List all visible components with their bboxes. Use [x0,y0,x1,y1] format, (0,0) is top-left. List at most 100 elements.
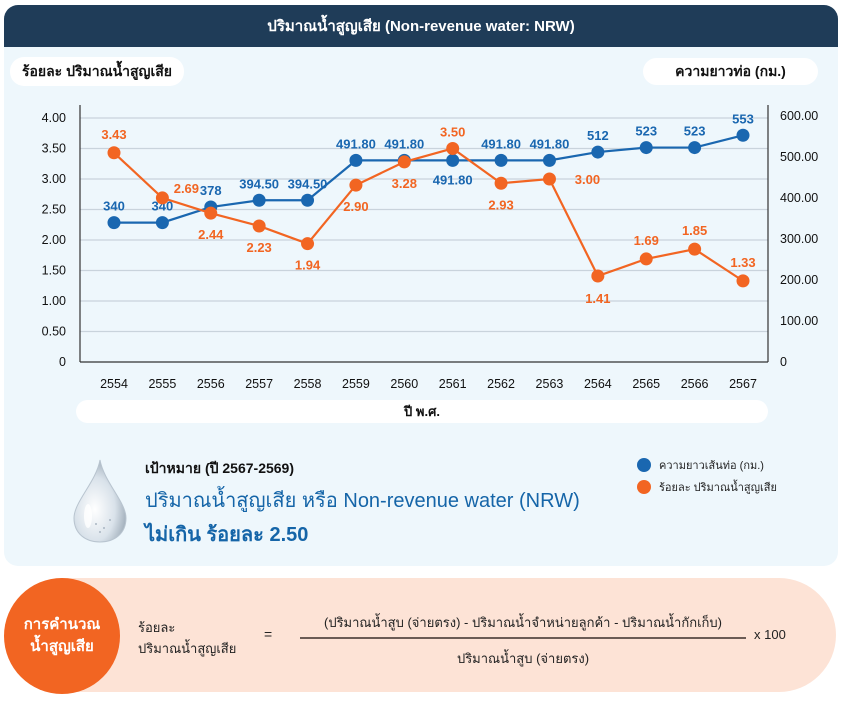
data-point [155,191,169,205]
data-label: 523 [635,124,657,139]
left-axis-title-text: ร้อยละ ปริมาณน้ำสูญเสีย [21,62,173,79]
x-axis-tick-label: 2565 [632,377,660,391]
legend-label: ร้อยละ ปริมาณน้ำสูญเสีย [659,482,777,494]
data-label: 2.44 [198,227,224,242]
data-label: 3.50 [440,125,465,140]
target-block: เป้าหมาย (ปี 2567-2569) ปริมาณน้ำสูญเสีย… [145,458,580,550]
data-label: 3.28 [392,176,417,191]
left-axis-tick-label: 3.50 [42,142,66,156]
data-point [397,155,411,169]
left-axis-tick-label: 0 [59,355,66,369]
right-axis-tick-label: 0 [780,355,787,369]
x-axis-tick-label: 2555 [148,377,176,391]
formula-badge: การคำนวณ น้ำสูญเสีย [4,578,120,694]
data-label: 2.93 [488,197,513,212]
left-axis-tick-label: 2.00 [42,233,66,247]
x-axis-tick-label: 2559 [342,377,370,391]
x-axis-tick-label: 2560 [390,377,418,391]
data-label: 3.00 [575,172,600,187]
data-label: 2.90 [343,199,368,214]
data-label: 491.80 [481,136,521,151]
target-heading: เป้าหมาย (ปี 2567-2569) [145,460,294,476]
left-axis-tick-label: 4.00 [42,111,66,125]
data-point [446,153,460,167]
x-axis-tick-label: 2567 [729,377,757,391]
data-point [252,193,266,207]
right-axis-tick-label: 300.00 [780,232,818,246]
right-axis-title: ความยาวท่อ (กม.) [643,58,818,85]
data-point [736,128,750,142]
data-point [349,178,363,192]
data-label: 523 [684,124,706,139]
data-label: 491.80 [336,136,376,151]
x-axis-tick-label: 2563 [536,377,564,391]
data-label: 340 [152,199,174,214]
data-label: 1.33 [730,255,755,270]
formula-equals: = [264,626,273,642]
right-axis-tick-label: 100.00 [780,314,818,328]
formula-numerator: (ปริมาณน้ำสูบ (จ่ายตรง) - ปริมาณน้ำจำหน่… [323,615,722,630]
data-label: 491.80 [384,136,424,151]
data-label: 491.80 [530,136,570,151]
left-axis-tick-label: 0.50 [42,325,66,339]
x-axis-tick-label: 2558 [294,377,322,391]
left-axis-title: ร้อยละ ปริมาณน้ำสูญเสีย [10,57,184,86]
right-axis-tick-label: 200.00 [780,273,818,287]
right-axis-title-text: ความยาวท่อ (กม.) [675,62,786,79]
x-axis-tick-label: 2556 [197,377,225,391]
data-point [107,216,121,230]
data-label: 378 [200,183,222,198]
right-axis-tick-label: 500.00 [780,150,818,164]
left-axis-tick-label: 2.50 [42,203,66,217]
x-axis-title: ปี พ.ศ. [76,400,768,423]
x-axis-tick-label: 2564 [584,377,612,391]
data-point [349,153,363,167]
formula-denominator: ปริมาณน้ำสูบ (จ่ายตรง) [456,651,590,666]
legend-dot-orange-icon [637,480,651,494]
left-axis-tick-label: 1.50 [42,264,66,278]
x-axis-tick-label: 2561 [439,377,467,391]
data-point [591,269,605,283]
legend-item-pipe-length: ความยาวเส้นท่อ (กม.) [637,454,777,476]
water-drop-icon [73,459,127,543]
left-axis-tick-label: 1.00 [42,294,66,308]
x-axis-tick-label: 2557 [245,377,273,391]
data-label: 340 [103,199,125,214]
data-point [688,242,702,256]
x-axis-title-text: ปี พ.ศ. [404,404,440,419]
target-value: ไม่เกิน ร้อยละ 2.50 [145,524,309,546]
legend-dot-blue-icon [637,458,651,472]
chart-title: ปริมาณน้ำสูญเสีย (Non-revenue water: NRW… [267,18,575,35]
data-label: 3.43 [101,127,126,142]
target-description: ปริมาณน้ำสูญเสีย หรือ Non-revenue water … [145,490,580,512]
x-axis-tick-label: 2566 [681,377,709,391]
data-point [736,274,750,288]
data-label: 1.69 [634,233,659,248]
data-point [494,176,508,190]
data-point [591,145,605,159]
formula-multiplier: x 100 [754,627,786,642]
data-point [252,219,266,233]
data-point [155,216,169,230]
formula-bar [60,578,836,692]
left-axis-tick-label: 3.00 [42,172,66,186]
data-point [301,193,315,207]
data-point [446,142,460,155]
chart-panel: ปริมาณน้ำสูญเสีย (Non-revenue water: NRW… [4,5,838,566]
legend-label: ความยาวเส้นท่อ (กม.) [659,460,764,472]
data-label: 1.41 [585,291,610,306]
chart-legend: ความยาวเส้นท่อ (กม.) ร้อยละ ปริมาณน้ำสูญ… [637,454,777,498]
data-point [688,141,702,155]
formula-lhs-line1: ร้อยละ [138,620,176,635]
data-label: 2.23 [246,240,271,255]
right-axis-tick-label: 600.00 [780,109,818,123]
fraction-bar [300,637,746,639]
data-label: 2.69 [174,181,199,196]
data-point [204,206,218,220]
formula-lhs-line2: ปริมาณน้ำสูญเสีย [138,640,237,656]
data-point [542,172,556,186]
data-label: 512 [587,128,609,143]
series-line-nrw-percent [113,147,744,282]
x-axis-tick-label: 2554 [100,377,128,391]
formula-lhs: ร้อยละ ปริมาณน้ำสูญเสีย [138,618,236,660]
